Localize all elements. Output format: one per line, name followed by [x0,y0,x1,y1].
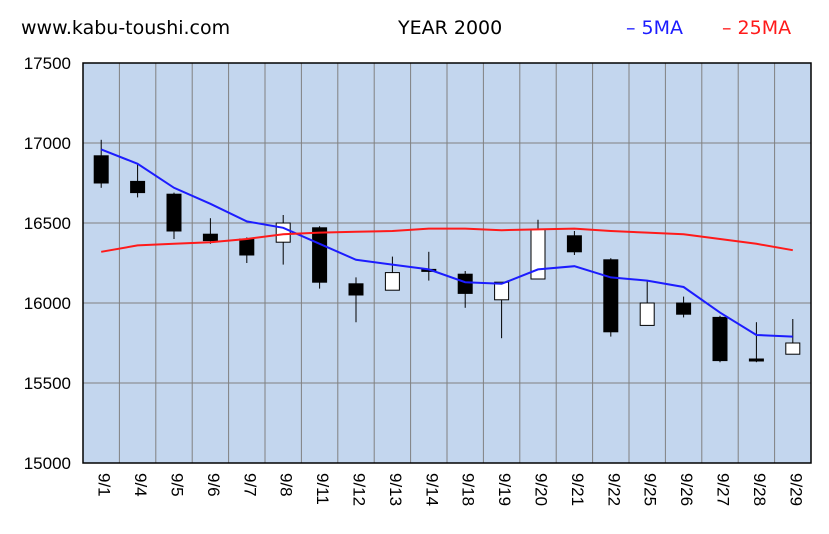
candle-body [494,281,510,301]
site-name: www.kabu-toushi.com [21,17,231,39]
candle-body [239,238,255,256]
plot-frame [82,62,812,464]
candle-body [785,342,801,355]
candle [748,322,764,363]
y-tick-label: 16500 [24,214,71,233]
x-tick-label: 9/5 [168,473,187,497]
candle-body [457,273,473,294]
candle [566,231,582,255]
candle-body [202,233,218,242]
y-tick-label: 15500 [24,374,71,393]
candle-body [566,235,582,253]
candle [603,258,619,337]
x-tick-label: 9/12 [350,473,369,506]
legend-5ma-label: 5MA [641,17,684,39]
legend-5ma: – 5MA [626,17,684,39]
candle-body [93,155,109,184]
vertical-gridlines [118,63,776,463]
candle [202,218,218,244]
x-tick-label: 9/25 [641,473,660,506]
x-tick-label: 9/27 [714,473,733,506]
chart-title: YEAR 2000 [398,17,503,39]
candle [676,296,692,318]
candle [384,256,400,291]
legend-25ma-label: 25MA [737,17,792,39]
x-tick-label: 9/4 [131,473,150,497]
candle-body [639,302,655,326]
x-tick-label: 9/20 [532,473,551,506]
y-tick-label: 15000 [24,454,71,473]
candle-body [312,227,328,283]
candle-body [275,222,291,243]
candle [639,280,655,326]
candle-body [166,193,182,232]
x-tick-label: 9/26 [677,473,696,506]
x-tick-label: 9/8 [277,473,296,497]
candle-body [130,180,146,194]
ma-line-5ma [100,148,793,338]
x-tick-label: 9/7 [240,473,259,497]
candle [93,139,109,188]
y-tick-label: 16000 [24,294,71,313]
y-tick-label: 17000 [24,134,71,153]
x-tick-label: 9/14 [422,473,441,506]
candle [712,315,728,363]
moving-average-lines [100,148,793,338]
ma-line-25ma [101,227,793,253]
x-tick-label: 9/28 [750,473,769,506]
candle-body [748,358,764,362]
x-tick-label: 9/29 [786,473,805,506]
candle-body [676,302,692,315]
candle [312,226,328,289]
candle-body [603,259,619,333]
candle-body [384,272,400,291]
x-tick-label: 9/18 [459,473,478,506]
candle [348,277,364,323]
candle-body [348,283,364,296]
x-tick-label: 9/13 [386,473,405,506]
x-tick-label: 9/6 [204,473,223,497]
x-axis-ticks: 9/1 9/4 9/5 9/6 9/7 9/8 9/11 9/12 9/13 9/14 9/18 9/… [95,473,806,506]
candle [130,163,146,198]
x-tick-label: 9/1 [95,473,114,497]
x-tick-label: 9/19 [495,473,514,506]
y-axis-ticks: 15000 15500 16000 16500 17000 17500 [24,54,71,473]
candle [494,281,510,339]
x-tick-label: 9/21 [568,473,587,506]
candle-body [712,316,728,362]
candle [457,271,473,308]
x-tick-label: 9/22 [604,473,623,506]
y-tick-label: 17500 [24,54,71,73]
legend-25ma: – 25MA [722,17,792,39]
candle [166,192,182,239]
x-tick-label: 9/11 [313,473,332,505]
